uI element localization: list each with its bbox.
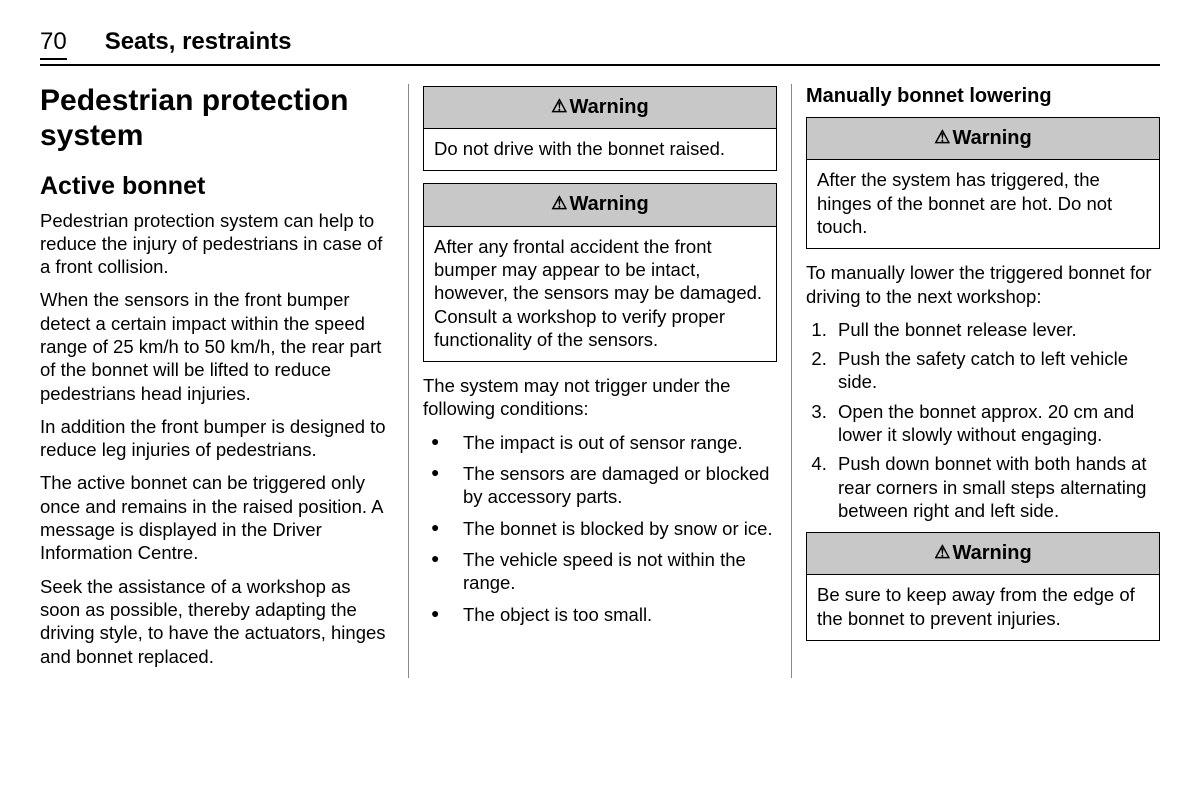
warning-body: After the system has triggered, the hing… — [807, 160, 1159, 248]
list-item: The vehicle speed is not within the rang… — [445, 548, 777, 595]
warning-icon: ⚠ — [934, 541, 950, 564]
list-item: Open the bonnet approx. 20 cm and lower … — [832, 400, 1160, 447]
conditions-intro: The system may not trigger under the fol… — [423, 374, 777, 421]
paragraph: Pedestrian protection system can help to… — [40, 209, 394, 279]
section-title: Seats, restraints — [105, 28, 292, 56]
warning-label: Warning — [952, 542, 1031, 564]
steps-list: Pull the bonnet release lever. Push the … — [806, 318, 1160, 522]
paragraph: In addition the front bumper is designed… — [40, 415, 394, 462]
warning-icon: ⚠ — [551, 192, 567, 215]
warning-box: ⚠Warning After any frontal accident the … — [423, 183, 777, 362]
warning-body: Do not drive with the bonnet raised. — [424, 129, 776, 170]
heading-manual-lowering: Manually bonnet lowering — [806, 84, 1160, 109]
steps-intro: To manually lower the triggered bonnet f… — [806, 261, 1160, 308]
column-1: Pedestrian protection system Active bonn… — [40, 84, 409, 678]
warning-header: ⚠Warning — [807, 118, 1159, 160]
content-columns: Pedestrian protection system Active bonn… — [40, 84, 1160, 678]
warning-box: ⚠Warning Do not drive with the bonnet ra… — [423, 86, 777, 171]
main-title: Pedestrian protection system — [40, 84, 394, 153]
list-item: Pull the bonnet release lever. — [832, 318, 1160, 341]
warning-icon: ⚠ — [934, 126, 950, 149]
warning-header: ⚠Warning — [424, 87, 776, 129]
page-header: 70 Seats, restraints — [40, 28, 1160, 66]
warning-label: Warning — [569, 96, 648, 118]
list-item: The impact is out of sensor range. — [445, 431, 777, 454]
warning-box: ⚠Warning Be sure to keep away from the e… — [806, 532, 1160, 641]
warning-header: ⚠Warning — [424, 184, 776, 226]
column-3: Manually bonnet lowering ⚠Warning After … — [792, 84, 1160, 678]
warning-body: Be sure to keep away from the edge of th… — [807, 575, 1159, 640]
warning-label: Warning — [952, 127, 1031, 149]
subtitle-active-bonnet: Active bonnet — [40, 171, 394, 203]
paragraph: The active bonnet can be triggered only … — [40, 471, 394, 564]
paragraph: Seek the assistance of a workshop as soo… — [40, 575, 394, 668]
list-item: Push the safety catch to left vehicle si… — [832, 347, 1160, 394]
warning-box: ⚠Warning After the system has triggered,… — [806, 117, 1160, 249]
warning-header: ⚠Warning — [807, 533, 1159, 575]
list-item: The bonnet is blocked by snow or ice. — [445, 517, 777, 540]
list-item: The sensors are damaged or blocked by ac… — [445, 462, 777, 509]
page-number: 70 — [40, 28, 67, 60]
paragraph: When the sensors in the front bumper det… — [40, 288, 394, 404]
column-2: ⚠Warning Do not drive with the bonnet ra… — [409, 84, 792, 678]
warning-label: Warning — [569, 193, 648, 215]
list-item: The object is too small. — [445, 603, 777, 626]
conditions-list: The impact is out of sensor range. The s… — [423, 431, 777, 626]
list-item: Push down bonnet with both hands at rear… — [832, 452, 1160, 522]
warning-body: After any frontal accident the front bum… — [424, 227, 776, 361]
warning-icon: ⚠ — [551, 95, 567, 118]
